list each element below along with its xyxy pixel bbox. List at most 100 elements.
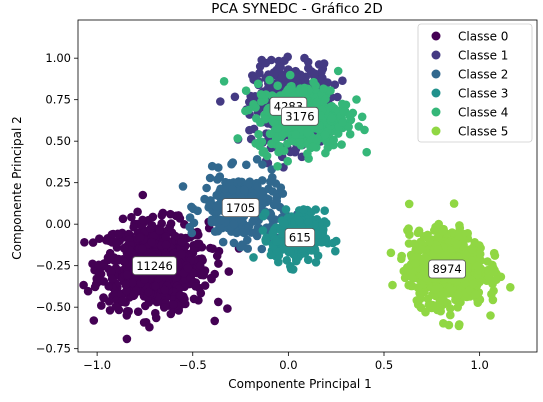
- scatter-point: [299, 86, 309, 96]
- scatter-point: [279, 218, 289, 228]
- scatter-point: [472, 261, 482, 271]
- scatter-point: [178, 182, 188, 191]
- scatter-point: [273, 162, 282, 171]
- scatter-point: [433, 245, 442, 254]
- scatter-point: [128, 278, 137, 288]
- scatter-point: [208, 244, 217, 253]
- scatter-point: [423, 230, 432, 240]
- scatter-point: [331, 246, 340, 256]
- legend-item: Classe 5: [431, 124, 508, 138]
- chart-title: PCA SYNEDC - Gráfico 2D: [211, 1, 383, 17]
- scatter-point: [80, 238, 89, 247]
- scatter-point: [488, 260, 497, 270]
- scatter-point: [263, 106, 272, 116]
- scatter-point: [453, 290, 463, 300]
- scatter-point: [441, 250, 451, 260]
- scatter-point: [171, 231, 180, 241]
- scatter-point: [238, 241, 248, 251]
- count-annotation-box: [221, 198, 260, 218]
- scatter-point: [112, 239, 122, 248]
- scatter-point: [207, 161, 217, 171]
- scatter-point: [229, 238, 239, 248]
- y-tick-label: 1.00: [45, 51, 71, 65]
- scatter-point: [79, 280, 88, 290]
- scatter-point: [414, 226, 424, 236]
- scatter-point: [129, 290, 138, 299]
- scatter-point: [303, 255, 313, 265]
- scatter-point: [159, 303, 169, 312]
- scatter-point: [127, 212, 136, 222]
- scatter-point: [183, 263, 193, 273]
- y-axis-label: Componente Principal 2: [10, 116, 24, 259]
- scatter-point: [214, 297, 223, 307]
- scatter-point: [320, 206, 330, 215]
- scatter-point: [309, 77, 318, 87]
- scatter-point: [471, 290, 480, 299]
- scatter-point: [107, 267, 116, 277]
- scatter-point: [354, 122, 364, 131]
- x-axis: −1.0 −0.5 0.0 0.5 1.0: [83, 352, 489, 372]
- scatter-point: [469, 279, 478, 289]
- scatter-point: [397, 254, 406, 264]
- scatter-point: [207, 274, 216, 284]
- scatter-point: [417, 245, 427, 254]
- scatter-point: [107, 230, 117, 239]
- scatter-point: [119, 257, 129, 267]
- scatter-point: [454, 321, 464, 331]
- y-tick-label: −0.25: [36, 259, 71, 273]
- scatter-point: [151, 313, 161, 323]
- scatter-point: [299, 205, 308, 214]
- scatter-point: [161, 240, 171, 249]
- scatter-point: [218, 237, 228, 247]
- scatter-point: [272, 237, 281, 246]
- scatter-point: [219, 77, 229, 86]
- y-tick-label: 0.75: [45, 93, 71, 107]
- scatter-point: [303, 149, 312, 158]
- scatter-point: [327, 113, 337, 123]
- scatter-point: [386, 248, 396, 258]
- scatter-point: [256, 90, 266, 99]
- legend-item: Classe 1: [431, 48, 508, 62]
- scatter-point: [291, 130, 300, 139]
- scatter-point: [283, 52, 293, 62]
- scatter-point: [227, 159, 236, 169]
- scatter-point: [275, 142, 284, 151]
- scatter-point: [122, 334, 132, 344]
- scatter-point: [452, 239, 462, 249]
- scatter-point: [467, 244, 477, 254]
- scatter-point: [228, 185, 237, 194]
- count-annotation-label: 3176: [285, 110, 314, 124]
- scatter-point: [189, 294, 199, 304]
- scatter-point: [488, 268, 498, 277]
- scatter-point: [124, 307, 133, 316]
- count-annotation: 11246: [132, 256, 177, 276]
- scatter-point: [171, 273, 181, 282]
- scatter-point: [407, 273, 417, 282]
- scatter-point: [278, 130, 287, 140]
- scatter-point: [416, 294, 425, 304]
- scatter-point: [281, 205, 291, 214]
- scatter-point: [83, 286, 93, 296]
- y-tick-label: 0.50: [45, 134, 71, 148]
- scatter-point: [166, 309, 176, 319]
- scatter-point: [309, 71, 319, 80]
- y-tick-label: 0.25: [45, 176, 71, 190]
- scatter-point: [251, 114, 261, 123]
- legend-label: Classe 5: [458, 124, 508, 138]
- scatter-point: [449, 199, 459, 208]
- scatter-point: [242, 160, 251, 170]
- scatter-point: [278, 229, 287, 238]
- scatter-point: [253, 182, 262, 191]
- scatter-point: [133, 307, 143, 317]
- scatter-point: [254, 130, 263, 139]
- scatter-point: [492, 275, 501, 285]
- count-annotation: 615: [284, 228, 316, 247]
- scatter-point: [161, 232, 170, 242]
- scatter-point: [286, 264, 296, 274]
- scatter-point: [258, 226, 268, 235]
- scatter-point: [225, 178, 234, 188]
- scatter-point: [239, 185, 249, 195]
- legend-label: Classe 4: [458, 105, 508, 119]
- scatter-point: [270, 225, 279, 234]
